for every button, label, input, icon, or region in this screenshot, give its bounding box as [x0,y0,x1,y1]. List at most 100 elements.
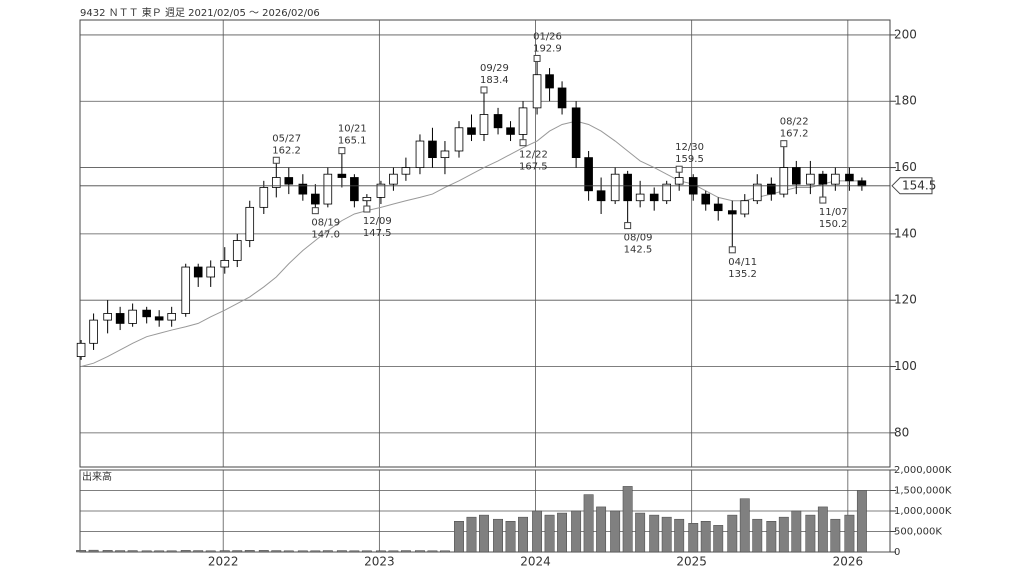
annotation-marker [311,207,319,215]
volume-bar [752,518,763,553]
annotation-price: 162.2 [272,145,301,156]
volume-bar [349,550,360,553]
x-tick-label: 2024 [520,555,551,569]
annotation-price: 192.9 [533,43,562,54]
annotation-marker [624,222,632,230]
candle-body [115,313,125,324]
candle-body [532,74,542,109]
annotation-date: 08/09 [624,233,653,244]
candle-body [220,260,230,268]
annotation-marker [272,156,280,164]
volume-bar [76,550,87,553]
annotation-marker [675,165,683,173]
candle-body [831,173,840,185]
candle-body [610,173,620,202]
volume-bar [596,506,607,553]
annotation-price: 135.2 [728,269,757,280]
annotation-price: 159.5 [675,154,704,165]
annotation-date: 11/07 [819,207,848,218]
volume-bar [127,550,138,553]
candle-body [259,187,269,208]
candle-body [128,309,137,324]
annotation-price: 150.2 [819,219,848,230]
x-tick-label: 2022 [208,555,239,569]
volume-bar [361,550,372,553]
volume-bar [427,550,438,553]
annotation-date: 09/29 [480,63,509,74]
candle-body [857,180,867,187]
volume-bar [739,498,750,553]
volume-bar [141,550,152,553]
candle-body [752,183,762,202]
volume-bar [830,518,841,553]
volume-bar [375,550,386,553]
volume-bar [844,514,855,553]
annotation-price: 167.5 [519,162,548,173]
candle-body [428,140,437,159]
candle-body [193,266,203,278]
volume-bar [557,512,567,553]
volume-bar [778,516,789,553]
y-tick-label: 160 [894,160,917,174]
candle-body [271,177,281,188]
volume-bar [310,550,321,553]
annotation-date: 04/11 [728,257,757,268]
volume-bar [244,550,255,553]
volume-bar [674,518,685,553]
volume-bar [635,512,646,553]
volume-bar [400,550,411,553]
volume-bar [297,550,308,553]
volume-bar [115,550,126,553]
y-tick-label: 1,000,000K [894,506,952,517]
candle-body [806,173,815,185]
x-tick-label: 2023 [364,555,395,569]
candle-body [767,183,776,195]
volume-bar [571,510,582,553]
candle-body [284,177,294,185]
volume-bar [258,550,269,553]
annotation-date: 12/09 [363,216,392,227]
candle-body [623,173,632,202]
candle-body [479,114,489,135]
annotation-date: 12/30 [675,142,704,153]
volume-bar [727,514,738,553]
candle-body [779,167,789,195]
annotation-marker [338,147,346,155]
candle-body [103,313,112,321]
annotation-date: 05/27 [272,133,301,144]
volume-bar [454,521,464,553]
annotation-date: 08/22 [780,117,809,128]
candle-body [362,197,372,202]
candle-body [545,74,554,89]
volume-bar [479,514,489,553]
candle-body [571,107,581,159]
y-tick-label: 80 [894,425,909,439]
candle-body [584,157,593,192]
candle-body [298,183,308,195]
volume-bar [622,486,633,553]
volume-bar [700,521,711,553]
annotation-marker [480,86,488,94]
volume-bar [232,550,243,553]
candle-body [635,193,645,202]
candle-body [245,206,255,241]
candle-body [337,173,347,178]
volume-bar [505,521,516,553]
volume-bar [688,523,699,553]
candle-body [493,114,503,129]
candle-body [154,316,164,321]
candle-body [674,177,684,185]
candle-body [818,173,828,185]
y-tick-label: 1,500,000K [894,486,952,497]
last-price-tag [891,177,933,195]
candle-body [76,342,86,357]
candle-body [89,319,98,344]
chart-title: 9432 ＮＴＴ 東Ｐ 週足 2021/02/05 ～ 2026/02/06 [80,6,320,19]
y-tick-label: 500,000K [894,527,942,538]
y-tick-label: 180 [894,94,917,108]
volume-bar [583,494,594,553]
last-price-label: 154.5 [902,178,936,192]
volume-bar [466,516,477,553]
